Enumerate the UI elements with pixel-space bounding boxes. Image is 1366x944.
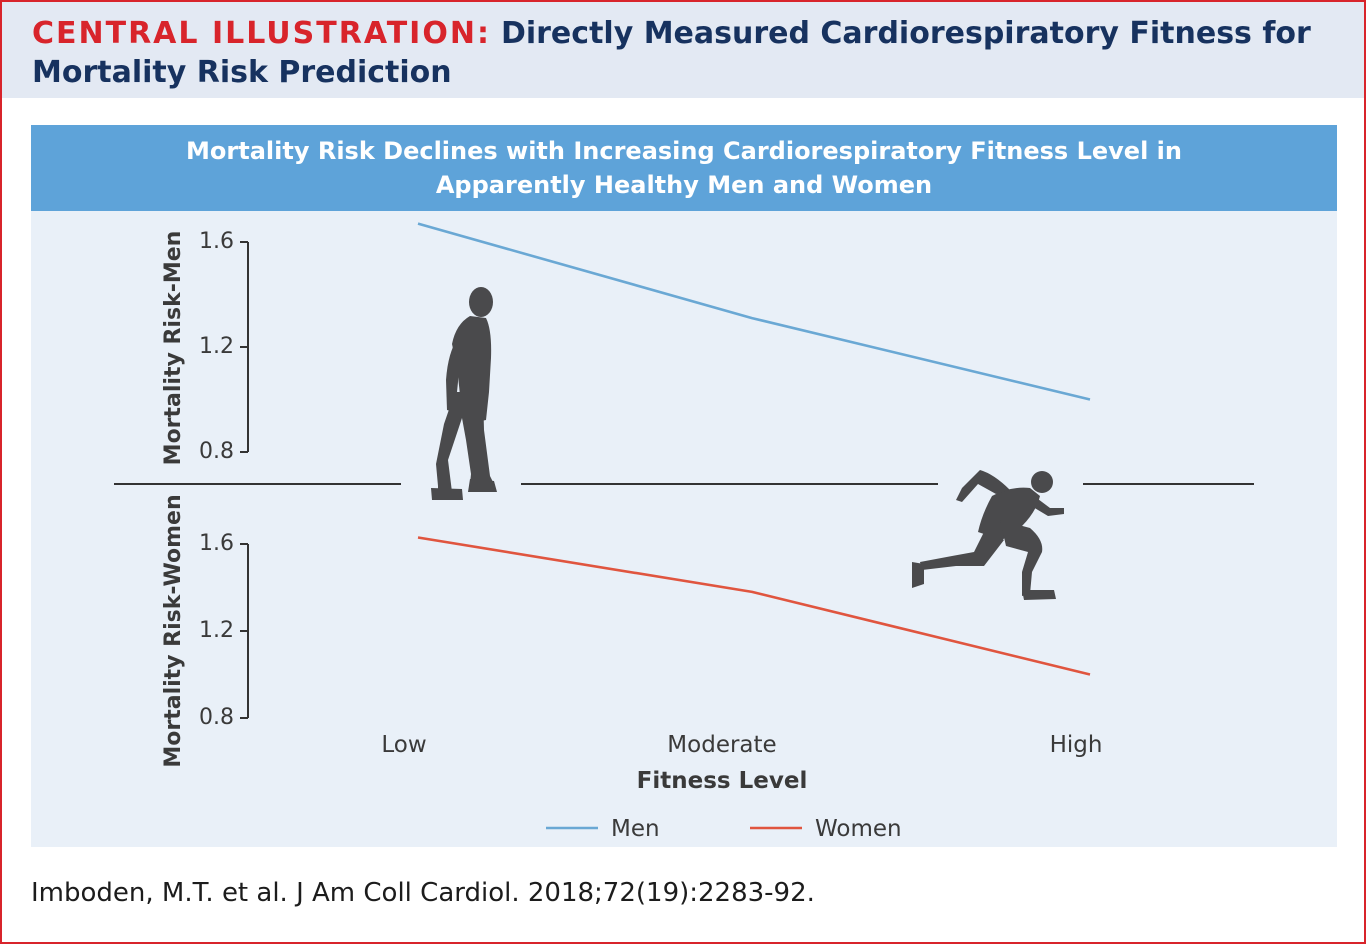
x-tick-label: Low — [381, 732, 426, 758]
men-series-line — [417, 222, 1091, 401]
x-tick-label: High — [1050, 732, 1103, 758]
men-y-tick-label: 1.2 — [199, 334, 234, 359]
x-axis-label: Fitness Level — [637, 768, 808, 794]
walking-person-icon — [431, 287, 497, 500]
legend-label-women: Women — [815, 816, 902, 842]
women-y-tick-label: 0.8 — [199, 705, 234, 730]
men-y-axis-label: Mortality Risk-Men — [161, 231, 186, 466]
chart-title: Mortality Risk Declines with Increasing … — [186, 137, 1182, 199]
citation: Imboden, M.T. et al. J Am Coll Cardiol. … — [31, 878, 815, 908]
header-title-text: Directly Measured Cardiorespiratory Fitn… — [32, 16, 1311, 90]
sprinting-person-icon — [912, 470, 1064, 600]
header-title: CENTRAL ILLUSTRATION: Directly Measured C… — [32, 14, 1342, 92]
women-y-tick-label: 1.2 — [199, 618, 234, 643]
women-series-line — [417, 536, 1091, 676]
header-label: CENTRAL ILLUSTRATION: — [32, 16, 491, 51]
women-y-tick-label: 1.6 — [199, 531, 234, 556]
chart-banner: Mortality Risk Declines with Increasing … — [31, 125, 1337, 211]
x-tick-label: Moderate — [667, 732, 776, 758]
men-y-tick-label: 1.6 — [199, 229, 234, 254]
men-y-tick-label: 0.8 — [199, 439, 234, 464]
header: CENTRAL ILLUSTRATION: Directly Measured C… — [2, 2, 1364, 98]
legend-label-men: Men — [611, 816, 660, 842]
women-y-axis-label: Mortality Risk-Women — [161, 494, 186, 767]
